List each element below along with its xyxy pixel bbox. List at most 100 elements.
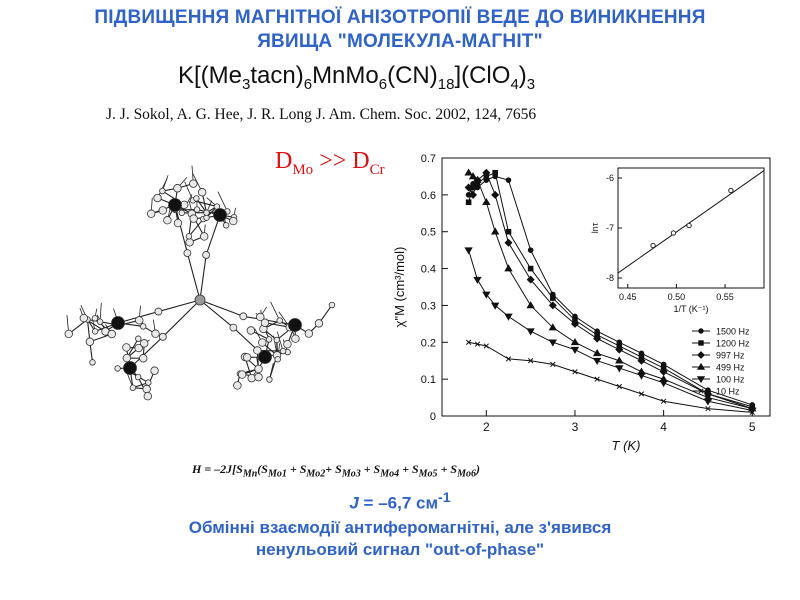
ligand-atom <box>199 232 209 241</box>
ligand-atom <box>276 317 283 324</box>
inset-fit-line <box>617 170 765 274</box>
ligand-atom <box>273 336 281 344</box>
y-tick-label: 0.4 <box>421 264 436 276</box>
ligand-atom <box>143 391 153 401</box>
ligand-atom <box>96 318 104 325</box>
marker-triangle-up <box>473 175 482 183</box>
marker-cross <box>705 405 711 412</box>
bridge-atom <box>229 323 238 332</box>
marker-diamond <box>482 168 491 177</box>
marker-diamond <box>637 356 646 365</box>
x-tick-label: 2 <box>483 420 490 434</box>
ligand-atom <box>193 195 200 202</box>
ligand-atom <box>142 384 151 394</box>
ligand-atom <box>304 329 314 338</box>
ligand-atom <box>242 353 252 362</box>
x-tick-label: 3 <box>572 420 579 434</box>
ligand-atom <box>122 353 132 363</box>
bond-line <box>199 299 234 329</box>
marker-square <box>527 265 534 272</box>
ligand-atom <box>254 364 263 374</box>
marker-cross <box>698 388 704 394</box>
marker-circle <box>527 247 534 253</box>
literature-citation: J. J. Sokol, A. G. Hee, J. R. Long J. Am… <box>106 106 537 123</box>
inset-x-tick-label: 0.50 <box>668 292 686 302</box>
y-tick-label: 0 <box>430 411 436 423</box>
y-tick-label: 0.7 <box>421 153 436 165</box>
legend-label: 100 Hz <box>716 375 745 385</box>
ligand-atom <box>233 381 242 390</box>
bond-line <box>217 191 228 212</box>
marker-triangle-down <box>592 357 602 365</box>
marker-triangle-down <box>491 302 500 310</box>
ligand-atom <box>145 379 152 386</box>
marker-triangle-down <box>659 380 668 388</box>
y-tick-label: 0.6 <box>421 190 436 202</box>
ligand-atom <box>134 343 143 353</box>
series-499-hz <box>464 168 757 412</box>
inset-point <box>650 242 656 249</box>
mo-atom <box>168 198 182 212</box>
ligand-atom <box>266 376 273 383</box>
marker-triangle-down <box>570 346 580 354</box>
inset-x-axis-label: 1/T (K⁻¹) <box>673 304 708 314</box>
y-tick-label: 0.1 <box>421 374 436 386</box>
bond-line <box>186 252 201 301</box>
marker-square <box>550 295 556 301</box>
ligand-atom <box>237 370 247 379</box>
compound-formula: K[(Me3tacn)6MnMo6(CN)18](ClO4)3 <box>178 62 536 93</box>
marker-cross <box>572 369 578 375</box>
y-tick-label: 0.5 <box>421 227 436 239</box>
ligand-atom <box>193 206 201 213</box>
marker-square <box>492 169 498 176</box>
ligand-atom <box>254 372 263 382</box>
marker-triangle-down <box>703 398 713 406</box>
marker-triangle-down <box>526 328 535 336</box>
legend-entry: 499 Hz <box>692 363 745 373</box>
ligand-atom <box>314 319 324 328</box>
ligand-atom <box>140 339 149 348</box>
marker-square <box>698 340 704 346</box>
marker-circle <box>698 328 704 334</box>
legend-entry: 1200 Hz <box>692 339 750 349</box>
marker-diamond <box>526 275 535 284</box>
legend-entry: 1500 Hz <box>692 327 750 337</box>
marker-diamond <box>570 319 579 328</box>
marker-triangle-up <box>526 301 535 309</box>
ligand-atom <box>189 179 198 188</box>
ligand-atom <box>229 216 238 226</box>
ligand-atom <box>185 238 194 247</box>
marker-cross <box>616 383 622 390</box>
inset-point <box>728 187 734 194</box>
bond-line <box>188 218 204 237</box>
marker-triangle-up <box>696 362 706 370</box>
conclusion-line-1: Обмінні взаємодії антиферомагнітні, але … <box>188 518 612 537</box>
bond-line <box>184 181 194 201</box>
mo-atom <box>213 208 227 222</box>
ligand-atom <box>258 338 267 347</box>
mo-atom <box>123 361 137 375</box>
inset-point <box>670 230 677 236</box>
x-axis-label: T (K) <box>612 438 641 453</box>
legend-label: 1500 Hz <box>716 327 750 337</box>
marker-circle <box>505 177 512 183</box>
bond-line <box>270 301 281 321</box>
y-axis-label: χ"M (cm³/mol) <box>392 247 407 328</box>
ligand-atom <box>197 188 207 197</box>
ligand-atom <box>134 373 142 381</box>
ligand-atom <box>135 316 144 325</box>
ligand-atom <box>85 337 95 346</box>
mo-atom <box>258 350 272 364</box>
ligand-atom <box>150 366 159 375</box>
marker-cross <box>638 391 645 397</box>
marker-triangle-up <box>491 227 500 235</box>
ligand-atom <box>253 346 262 355</box>
ligand-atom <box>256 312 265 322</box>
bond-line <box>158 299 201 313</box>
ligand-atom <box>274 356 281 363</box>
marker-triangle-down <box>637 372 646 380</box>
marker-diamond <box>504 238 513 247</box>
ligand-atom <box>151 329 160 338</box>
mo-atom <box>288 318 302 332</box>
marker-triangle-down <box>504 313 513 321</box>
